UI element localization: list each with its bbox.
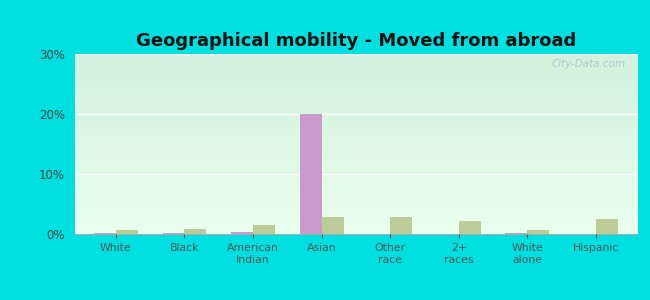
Bar	[322, 217, 344, 234]
Bar	[527, 230, 549, 234]
Title: Geographical mobility - Moved from abroad: Geographical mobility - Moved from abroa…	[136, 32, 576, 50]
Bar	[116, 230, 138, 234]
Bar	[505, 233, 527, 234]
Bar	[459, 221, 480, 234]
Bar	[390, 217, 412, 234]
Bar	[596, 219, 618, 234]
Bar	[94, 233, 116, 234]
Bar	[253, 225, 275, 234]
Text: City-Data.com: City-Data.com	[552, 59, 626, 69]
Bar	[185, 229, 207, 234]
Bar	[162, 233, 185, 234]
Bar	[231, 232, 253, 234]
Bar	[300, 114, 322, 234]
